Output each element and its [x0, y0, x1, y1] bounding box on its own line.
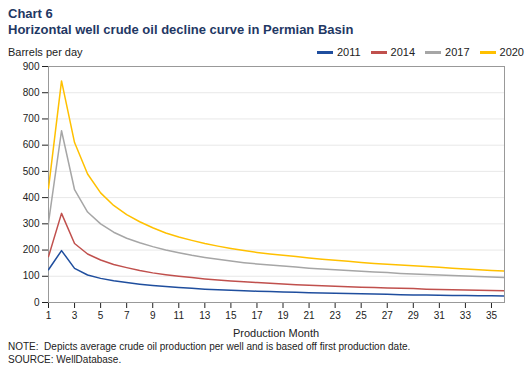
- html-text:2011: 2011: [336, 46, 361, 58]
- html-text:2017: 2017: [445, 46, 470, 58]
- svg-text:3: 3: [72, 310, 78, 321]
- svg-text:17: 17: [251, 310, 263, 321]
- svg-text:11: 11: [174, 310, 185, 321]
- svg-text:0: 0: [34, 297, 40, 308]
- svg-text:33: 33: [460, 310, 472, 321]
- svg-text:1: 1: [46, 310, 52, 321]
- svg-text:31: 31: [434, 310, 446, 321]
- svg-text:13: 13: [199, 310, 211, 321]
- html-text:NOTE: Depicts average crude oi: NOTE: Depicts average crude oil producti…: [8, 341, 411, 352]
- svg-text:23: 23: [330, 310, 342, 321]
- svg-text:25: 25: [356, 310, 368, 321]
- svg-text:900: 900: [23, 61, 40, 72]
- svg-text:35: 35: [486, 310, 498, 321]
- html-text:SOURCE: WellDatabase.: SOURCE: WellDatabase.: [8, 354, 122, 365]
- svg-text:21: 21: [304, 310, 316, 321]
- svg-text:7: 7: [124, 310, 130, 321]
- svg-text:15: 15: [225, 310, 237, 321]
- html-text:Barrels per day: Barrels per day: [8, 46, 83, 58]
- svg-text:19: 19: [277, 310, 289, 321]
- svg-text:400: 400: [23, 192, 40, 203]
- html-text:Chart 6: Chart 6: [8, 6, 53, 21]
- svg-text:5: 5: [98, 310, 104, 321]
- svg-text:600: 600: [23, 139, 40, 150]
- svg-text:300: 300: [23, 218, 40, 229]
- svg-text:27: 27: [382, 310, 394, 321]
- svg-text:100: 100: [23, 270, 40, 281]
- html-text:2014: 2014: [390, 46, 415, 58]
- svg-text:9: 9: [150, 310, 156, 321]
- svg-text:29: 29: [408, 310, 420, 321]
- html-text:Production Month: Production Month: [232, 327, 320, 339]
- html-text:2020: 2020: [499, 46, 524, 58]
- html-text:Horizontal well crude oil decl: Horizontal well crude oil decline curve …: [8, 22, 354, 37]
- svg-text:700: 700: [23, 113, 40, 124]
- svg-text:200: 200: [23, 244, 40, 255]
- svg-text:800: 800: [23, 87, 40, 98]
- svg-text:500: 500: [23, 166, 40, 177]
